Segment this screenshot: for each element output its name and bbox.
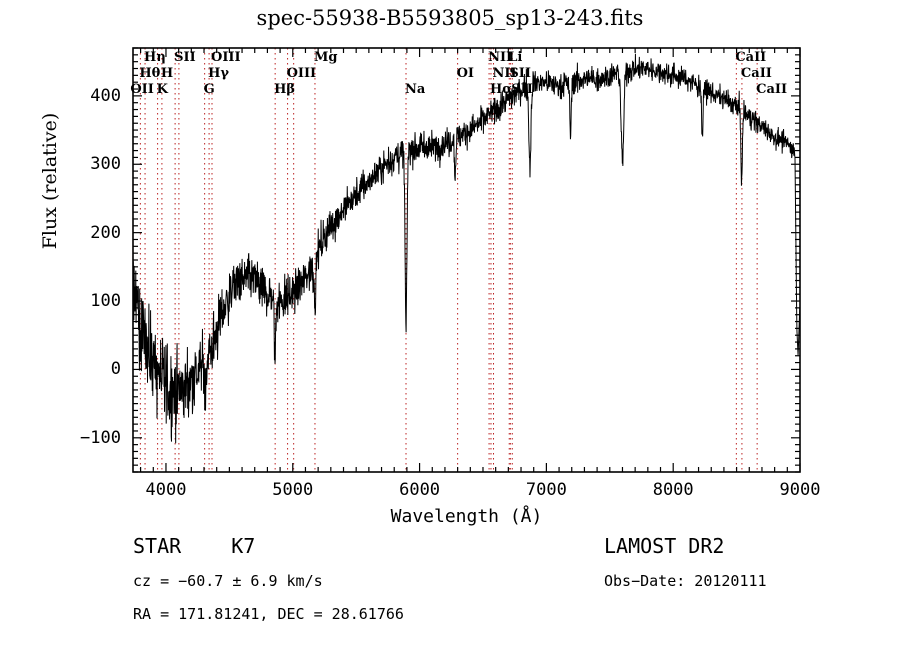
x-axis-label: Wavelength (Å) — [390, 506, 543, 527]
x-tick-label: 8000 — [652, 480, 694, 500]
spectral-line-label: SII — [511, 82, 533, 97]
axis-ticks — [133, 47, 801, 473]
coordinates: RA = 171.81241, DEC = 28.61766 — [133, 605, 404, 623]
spectral-line-label: Hβ — [274, 82, 296, 97]
x-tick-label: 7000 — [525, 480, 567, 500]
spectral-line-label: CaII — [735, 50, 767, 65]
x-tick-label: 6000 — [399, 480, 441, 500]
obs-date: Obs−Date: 20120111 — [604, 572, 767, 590]
spectral-class: K7 — [231, 534, 256, 558]
spectral-line-label: OI — [456, 66, 475, 81]
spectrum-trace — [133, 53, 800, 444]
spectral-line-label: SII — [174, 50, 196, 65]
spectral-line-label: Hα — [489, 82, 513, 97]
x-tick-label: 4000 — [145, 480, 187, 500]
x-tick-label: 9000 — [779, 480, 821, 500]
spectral-line-label: K — [156, 82, 168, 97]
spectral-line-label: SII — [509, 66, 531, 81]
spectral-line-label: OIII — [211, 50, 241, 65]
y-tick-label: 0 — [110, 359, 121, 380]
spectral-line-label: Li — [508, 50, 523, 65]
spectral-line-label: CaII — [740, 66, 772, 81]
x-tick-label: 5000 — [272, 480, 314, 500]
spectral-line-label: CaII — [756, 82, 788, 97]
page-title: spec-55938-B5593805_sp13-243.fits — [256, 6, 644, 30]
y-tick-label: 300 — [90, 154, 121, 175]
y-tick-label: −100 — [80, 427, 121, 448]
spectral-line-label: G — [203, 82, 215, 97]
spectral-line-label: NII — [492, 66, 517, 81]
spectral-line-label: Hη — [144, 50, 166, 65]
spectral-line-label: Mg — [313, 50, 338, 65]
y-axis-label: Flux (relative) — [39, 112, 61, 250]
y-tick-label: 200 — [90, 222, 121, 243]
survey-name: LAMOST DR2 — [604, 534, 725, 558]
spectral-line-label: Hγ — [208, 66, 229, 81]
spectral-line-markers — [139, 48, 758, 472]
object-type-label: STAR K7 — [133, 534, 255, 558]
cz-value: cz = −60.7 ± 6.9 km/s — [133, 572, 323, 590]
spectral-line-label: NII — [488, 50, 513, 65]
y-tick-label: 400 — [90, 85, 121, 106]
spectral-line-label: Na — [405, 82, 426, 97]
spectral-line-label: OIII — [286, 66, 317, 81]
spectral-line-label: H — [160, 66, 174, 81]
spectral-line-label: Hθ — [139, 66, 161, 81]
spectral-line-label: OII — [130, 82, 154, 97]
plot-frame — [132, 47, 801, 473]
object-type: STAR — [133, 534, 182, 558]
y-tick-label: 100 — [90, 291, 121, 312]
